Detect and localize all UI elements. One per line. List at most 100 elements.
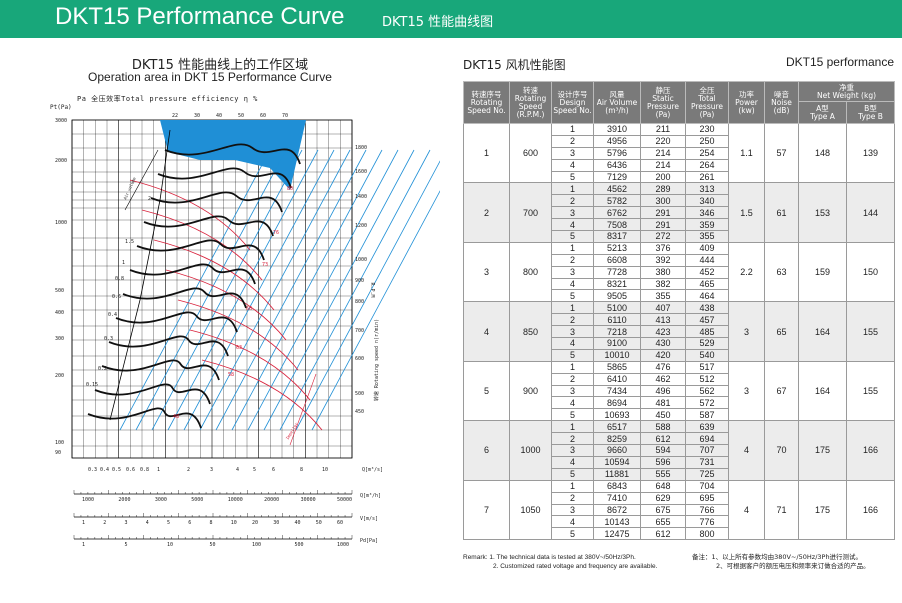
table-row: 2 8259 612 694 [464, 432, 895, 446]
cell-total-pressure: 355 [685, 230, 729, 243]
velocity-axis-label: 50 [316, 520, 322, 526]
cell-weight-a: 175 [798, 420, 847, 481]
cell-total-pressure: 776 [685, 515, 729, 529]
cell-static-pressure: 355 [640, 289, 686, 303]
cell-rotating-speed: 700 [509, 182, 552, 243]
cell-air-volume: 5796 [593, 146, 641, 160]
cell-rotating-speed: 900 [509, 360, 552, 422]
q-axis-label: 8 [300, 467, 303, 473]
cell-total-pressure: 704 [685, 479, 729, 493]
performance-curve [87, 407, 202, 429]
cell-design-no: 4 [551, 277, 594, 291]
cell-noise: 57 [764, 122, 799, 184]
cell-total-pressure: 800 [685, 527, 729, 541]
cell-weight-b: 150 [846, 241, 895, 303]
speed-tick-label: 500 [355, 391, 364, 397]
cell-static-pressure: 594 [640, 444, 686, 457]
cell-weight-a: 153 [798, 182, 847, 243]
cell-design-no: 2 [551, 134, 594, 148]
cell-static-pressure: 272 [640, 230, 686, 243]
table-row: 2 6608 392 444 [464, 253, 895, 267]
table-row: 2 5782 300 340 [464, 194, 895, 208]
velocity-axis-label: 1 [82, 520, 85, 526]
table-row: 5 11881 555 725 [464, 467, 895, 481]
table-row: 3 7218 423 485 [464, 325, 895, 339]
efficiency-label: 68 [246, 306, 252, 312]
top-scale-label: 22 [172, 113, 178, 119]
air-volume-arrow [124, 149, 159, 211]
q-axis-unit: Q[m³/s] [362, 467, 383, 473]
cell-rotating-no: 2 [463, 182, 510, 243]
q-axis-label: 10 [322, 467, 328, 473]
cell-rotating-no: 6 [463, 420, 510, 481]
cell-total-pressure: 464 [685, 289, 729, 303]
header-noise: 噪音 Noise (dB) [764, 81, 799, 124]
cell-design-no: 2 [551, 313, 594, 327]
y-tick-label: 100 [55, 440, 64, 446]
velocity-axis-label: 20 [252, 520, 258, 526]
cell-air-volume: 4956 [593, 134, 641, 148]
speed-tick-label: 1200 [355, 223, 367, 229]
cell-design-no: 3 [551, 265, 594, 279]
q-axis-label: 0.5 [112, 467, 121, 473]
cell-weight-b: 155 [846, 301, 895, 362]
efficiency-curve [201, 359, 323, 431]
top-scale-label: 60 [260, 113, 266, 119]
table-row: 7 1050 1 6843 648 704 4 71 175 166 [463, 479, 895, 541]
speed-tick-label: 1000 [355, 257, 367, 263]
cell-air-volume: 9505 [593, 289, 641, 303]
cell-design-no: 4 [551, 337, 594, 350]
kw-scale-label: 0.4 [108, 312, 117, 318]
cell-design-no: 1 [551, 479, 594, 493]
cell-noise: 67 [764, 360, 799, 422]
table-row: 5 10693 450 587 [464, 408, 895, 422]
table-title-cn: DKT15 风机性能图 [463, 58, 566, 72]
cell-total-pressure: 444 [685, 253, 729, 267]
speed-tick-label: 600 [355, 356, 364, 362]
y-tick-label: 400 [55, 310, 64, 316]
system-line [279, 149, 431, 431]
cell-static-pressure: 300 [640, 194, 686, 208]
efficiency-label: 80 [287, 186, 293, 192]
cell-air-volume: 8259 [593, 432, 641, 446]
cell-power: 2.2 [728, 241, 765, 303]
system-line [135, 149, 287, 431]
header-type-b: B型 Type B [846, 101, 895, 124]
cell-design-no: 2 [551, 432, 594, 446]
table-row: 1 600 1 3910 211 230 1.1 57 148 139 [463, 122, 895, 184]
cell-total-pressure: 529 [685, 337, 729, 350]
cell-air-volume: 7508 [593, 218, 641, 232]
cell-design-no: 5 [551, 467, 594, 481]
cell-design-no: 1 [551, 123, 594, 136]
cell-static-pressure: 291 [640, 206, 686, 220]
system-line [119, 149, 271, 431]
q-hour-axis-label: 3000 [155, 497, 167, 503]
cell-static-pressure: 200 [640, 170, 686, 184]
chart-legend: Pa 全压效率Total pressure efficiency η % [77, 95, 258, 103]
velocity-axis-label: 3 [125, 520, 128, 526]
cell-static-pressure: 555 [640, 467, 686, 481]
velocity-axis-unit: V[m/s] [360, 516, 378, 522]
cell-static-pressure: 392 [640, 253, 686, 267]
q-axis-label: 0.4 [100, 467, 109, 473]
cell-static-pressure: 214 [640, 158, 686, 172]
cell-static-pressure: 289 [640, 182, 686, 196]
efficiency-curve [141, 209, 263, 281]
system-line [215, 149, 367, 431]
cell-design-no: 1 [551, 360, 594, 374]
dynamic-pressure-axis-label: 1000 [337, 542, 349, 548]
speed-tick-label: 900 [355, 278, 364, 284]
system-line [231, 149, 383, 431]
cell-power: 4 [728, 479, 765, 541]
cell-noise: 71 [764, 479, 799, 541]
impeller-label: Impeller [285, 421, 300, 440]
cell-static-pressure: 588 [640, 420, 686, 434]
cell-air-volume: 6410 [593, 372, 641, 386]
cell-design-no: 1 [551, 301, 594, 315]
cell-air-volume: 8317 [593, 230, 641, 243]
cell-air-volume: 10693 [593, 408, 641, 422]
velocity-axis-label: 40 [295, 520, 301, 526]
table-row: 5 900 1 5865 476 517 3 67 164 155 [463, 360, 895, 422]
speed-tick-label: 450 [355, 409, 364, 415]
y-tick-label: 1000 [55, 220, 67, 226]
